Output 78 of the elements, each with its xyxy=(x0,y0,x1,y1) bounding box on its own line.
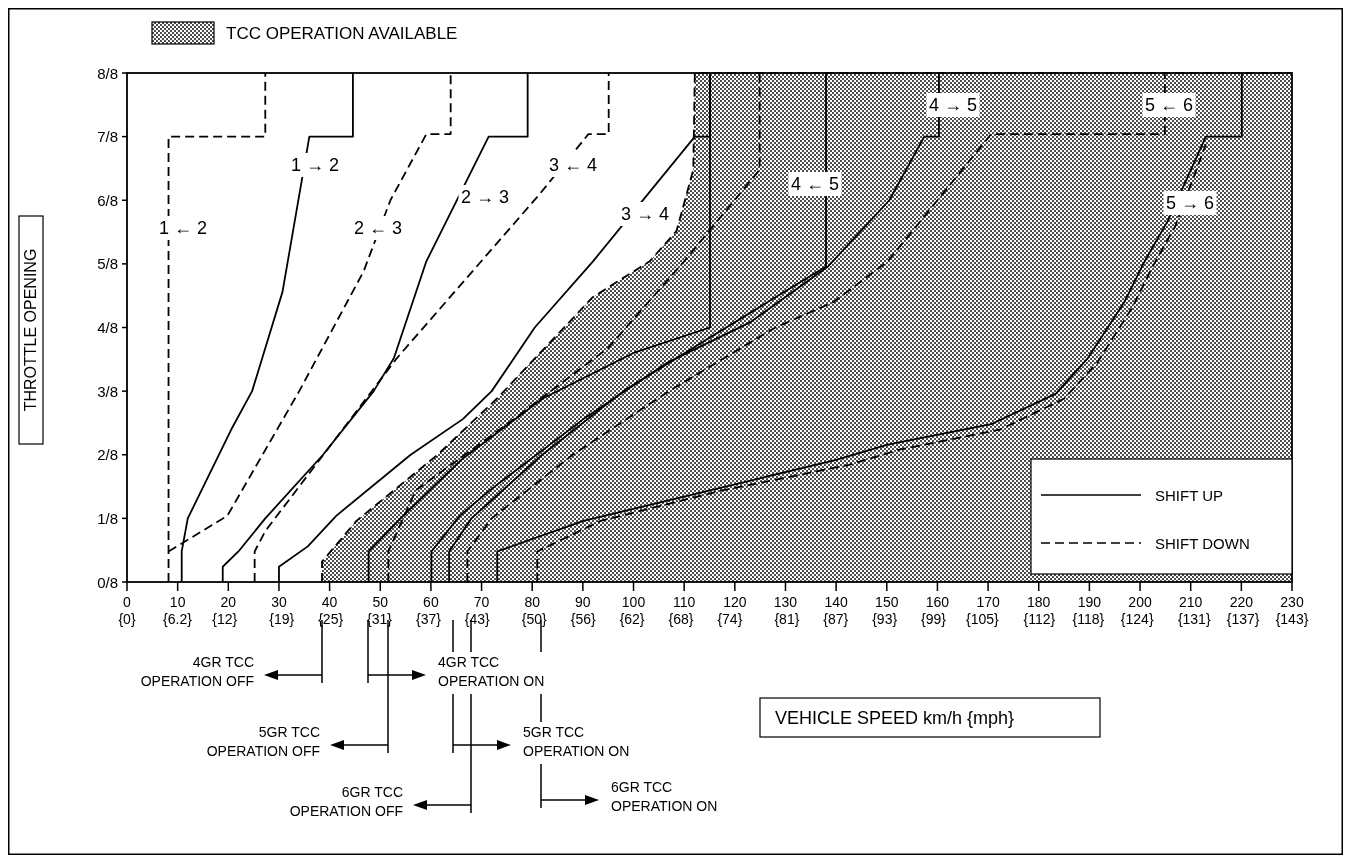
text: 5GR TCC OPERATION ON xyxy=(523,724,630,759)
x-tick-label: 90 xyxy=(575,594,591,610)
x2-tick-label: {112} xyxy=(1023,611,1056,627)
x2-tick-label: {0} xyxy=(118,611,136,627)
y-tick-label: 0/8 xyxy=(97,573,118,591)
annotation: 5 → 6 xyxy=(1165,193,1215,213)
y-tick-label: 7/8 xyxy=(97,128,118,146)
annotation: 1 → 2 xyxy=(290,155,340,175)
annotation: 5 ← 6 xyxy=(1144,95,1194,115)
x-tick-label: 160 xyxy=(925,594,950,610)
text: 4GR TCC OPERATION OFF xyxy=(140,654,254,689)
text: SHIFT DOWN xyxy=(1155,534,1250,552)
x-tick-label: 30 xyxy=(271,594,287,610)
x-tick-label: 60 xyxy=(423,594,439,610)
x-tick-label: 40 xyxy=(321,594,338,610)
text: SHIFT UP xyxy=(1155,486,1224,504)
x-tick-label: 190 xyxy=(1077,594,1102,610)
x2-tick-label: {143} xyxy=(1275,611,1309,627)
x-tick-label: 130 xyxy=(773,594,798,610)
x-tick-label: 220 xyxy=(1229,594,1254,610)
x-tick-label: 170 xyxy=(976,594,1000,610)
x2-tick-label: {12} xyxy=(212,611,238,627)
x-axis-title: VEHICLE SPEED km/h {mph} xyxy=(775,708,1015,728)
x2-tick-label: {43} xyxy=(464,611,491,627)
x-tick-label: 140 xyxy=(824,594,849,610)
x2-tick-label: {68} xyxy=(668,611,694,627)
y-tick-label: 4/8 xyxy=(97,319,118,336)
x2-tick-label: {74} xyxy=(717,611,743,627)
y-axis-title: THROTTLE OPENING xyxy=(22,248,39,412)
x2-tick-label: {87} xyxy=(823,611,849,627)
y-tick-label: 2/8 xyxy=(97,446,118,464)
x-tick-label: 200 xyxy=(1128,594,1152,610)
annotation: 4 → 5 xyxy=(928,95,978,115)
text: 6GR TCC OPERATION OFF xyxy=(289,784,403,819)
y-tick-label: 6/8 xyxy=(97,191,118,209)
text: TCC OPERATION AVAILABLE xyxy=(226,23,458,43)
x-tick-label: 110 xyxy=(673,594,696,610)
x2-tick-label: {137} xyxy=(1226,611,1260,627)
annotation: 2 ← 3 xyxy=(353,218,403,238)
x2-tick-label: {105} xyxy=(966,611,1000,627)
x2-tick-label: {131} xyxy=(1177,611,1211,627)
x2-tick-label: {19} xyxy=(269,611,295,627)
x2-tick-label: {37} xyxy=(415,611,442,627)
annotation: 3 → 4 xyxy=(620,204,670,224)
x-tick-label: 120 xyxy=(723,594,747,610)
x-tick-label: 20 xyxy=(220,594,237,610)
x2-tick-label: {62} xyxy=(619,611,645,627)
text: 6GR TCC OPERATION ON xyxy=(611,779,718,814)
annotation: 2 → 3 xyxy=(460,187,510,207)
x2-tick-label: {124} xyxy=(1120,611,1154,627)
x2-tick-label: {81} xyxy=(774,611,800,627)
x2-tick-label: {99} xyxy=(921,611,947,627)
y-tick-label: 5/8 xyxy=(97,255,118,273)
x-tick-label: 0 xyxy=(123,594,132,610)
x2-tick-label: {25} xyxy=(318,611,344,627)
x2-tick-label: {93} xyxy=(872,611,898,627)
text: 5GR TCC OPERATION OFF xyxy=(206,724,320,759)
y-tick-label: 3/8 xyxy=(97,382,118,400)
annotation: 1 ← 2 xyxy=(158,218,208,238)
x-tick-label: 230 xyxy=(1280,594,1304,610)
x-tick-label: 210 xyxy=(1179,594,1203,610)
x2-tick-label: {31} xyxy=(367,611,393,627)
x-tick-label: 150 xyxy=(875,594,899,610)
x-tick-label: 70 xyxy=(473,594,490,610)
y-tick-label: 8/8 xyxy=(97,64,118,82)
x-tick-label: 100 xyxy=(621,594,646,610)
text: 4GR TCC OPERATION ON xyxy=(438,654,545,689)
x2-tick-label: {50} xyxy=(521,611,548,627)
annotation: 3 ← 4 xyxy=(548,155,598,175)
y-tick-label: 1/8 xyxy=(97,509,118,527)
x2-tick-label: {118} xyxy=(1072,611,1105,627)
x2-tick-label: {56} xyxy=(570,611,596,627)
x-tick-label: 10 xyxy=(169,594,186,610)
x-tick-label: 50 xyxy=(372,594,389,610)
annotation: 4 ← 5 xyxy=(790,174,840,194)
x-tick-label: 180 xyxy=(1027,594,1051,610)
x2-tick-label: {6.2} xyxy=(163,611,193,627)
x-tick-label: 80 xyxy=(524,594,541,610)
